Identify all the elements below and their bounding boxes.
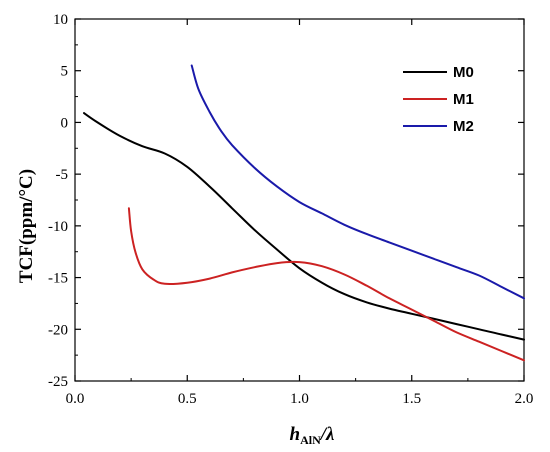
y-axis: -25 -20 -15 -10 -5 0 5 10 xyxy=(48,12,524,390)
series-line-m2 xyxy=(190,64,525,300)
series-line-m1 xyxy=(127,207,525,362)
series-line-m0 xyxy=(83,112,525,341)
y-tick-label: -15 xyxy=(48,271,68,287)
y-tick-label: 0 xyxy=(61,115,69,131)
x-tick-label: 0.0 xyxy=(66,391,85,407)
legend-label-m1: M1 xyxy=(453,91,474,108)
y-tick-label: 10 xyxy=(53,12,68,28)
x-axis: 0.0 0.5 1.0 1.5 2.0 xyxy=(66,19,534,407)
y-tick-label: -25 xyxy=(48,374,68,390)
x-axis-title: hAlN/λ xyxy=(290,424,335,447)
x-axis-title-rest: /λ xyxy=(319,424,335,445)
x-tick-label: 0.5 xyxy=(178,391,197,407)
y-tick-label: 5 xyxy=(61,64,69,80)
y-tick-label: -10 xyxy=(48,219,68,235)
legend: M0 M1 M2 xyxy=(403,64,474,135)
x-tick-label: 1.5 xyxy=(402,391,421,407)
x-tick-label: 1.0 xyxy=(290,391,309,407)
y-tick-label: -5 xyxy=(56,167,69,183)
y-axis-title: TCF(ppm/°C) xyxy=(16,169,37,283)
legend-label-m2: M2 xyxy=(453,118,474,135)
x-tick-label: 2.0 xyxy=(515,391,534,407)
x-axis-title-subscript: AlN xyxy=(300,433,321,447)
x-axis-title-main: h xyxy=(290,424,301,445)
y-tick-label: -20 xyxy=(48,322,68,338)
legend-label-m0: M0 xyxy=(453,64,474,81)
